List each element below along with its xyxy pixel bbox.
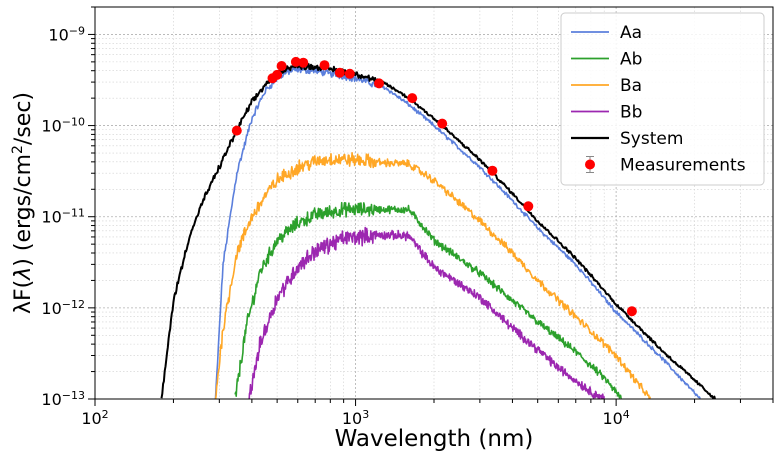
measurement-point — [344, 68, 355, 79]
y-tick-label: 10−10 — [41, 115, 85, 136]
measurement-point — [272, 69, 283, 80]
measurement-point — [290, 56, 301, 67]
measurement-point — [276, 61, 287, 71]
y-axis-label: λF(λ) (ergs/cm2/sec) — [10, 92, 36, 314]
x-tick-label: 104 — [602, 408, 629, 429]
x-tick-label: 102 — [81, 408, 108, 429]
y-tick-label: 10−12 — [41, 297, 85, 318]
legend-label-aa: Aa — [620, 23, 642, 43]
measurement-point — [334, 67, 345, 78]
measurement-point — [523, 201, 534, 212]
legend-label-ba: Ba — [620, 76, 642, 96]
legend-box — [560, 12, 765, 186]
y-tick-label: 10−9 — [48, 24, 85, 45]
curve-aa — [214, 66, 701, 399]
legend-swatch-measurements — [585, 159, 595, 170]
x-tick-label: 103 — [342, 408, 369, 429]
curve-ba — [214, 152, 651, 399]
measurement-point — [319, 60, 330, 71]
y-tick-label: 10−11 — [41, 206, 85, 227]
curve-ab — [234, 201, 622, 399]
curve-bb — [248, 226, 605, 399]
measurement-point — [487, 165, 498, 176]
legend-label-bb: Bb — [620, 103, 642, 123]
measurement-point — [231, 125, 242, 136]
measurement-point — [437, 118, 448, 129]
legend-label-measurements: Measurements — [620, 156, 746, 176]
x-axis-label: Wavelength (nm) — [335, 426, 534, 452]
legend-label-ab: Ab — [620, 50, 642, 70]
y-tick-label: 10−13 — [41, 389, 85, 410]
measurement-point — [407, 93, 418, 104]
legend: Aa Ab Ba Bb System Measurements — [560, 12, 765, 186]
measurement-point — [374, 78, 384, 89]
legend-label-system: System — [620, 129, 683, 149]
measurement-point — [298, 57, 309, 68]
axis-ticks: 102 103 104 10−13 10−12 10−11 10−10 10−9 — [41, 6, 774, 429]
measurement-point — [626, 306, 637, 317]
measurement-markers — [231, 56, 637, 317]
